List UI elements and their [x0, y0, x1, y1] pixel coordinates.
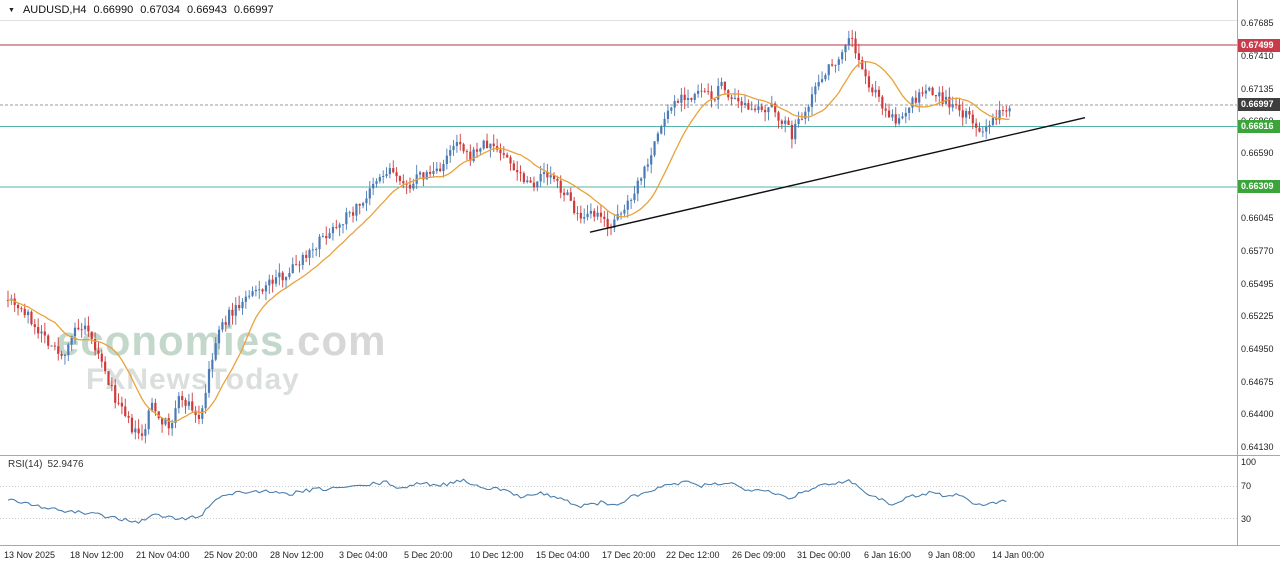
time-tick-label: 3 Dec 04:00	[339, 550, 388, 560]
rsi-tick-label: 100	[1241, 457, 1257, 467]
price-tick-label: 0.67410	[1241, 50, 1274, 61]
rsi-tick-label: 70	[1241, 481, 1252, 492]
time-tick-label: 15 Dec 04:00	[536, 550, 590, 560]
quote-low: 0.66943	[187, 4, 227, 16]
symbol-quote-header: ▼ AUDUSD,H4 0.66990 0.67034 0.66943 0.66…	[8, 4, 274, 16]
horizontal-level-lines	[0, 44, 1237, 188]
candles-series	[6, 29, 1011, 444]
time-tick-label: 9 Jan 08:00	[928, 550, 976, 560]
rsi-value: 52.9476	[47, 459, 84, 470]
quote-open: 0.66990	[93, 4, 134, 16]
time-tick-label: 26 Dec 09:00	[732, 550, 786, 560]
price-tick-label: 0.64675	[1241, 376, 1274, 387]
time-tick-label: 21 Nov 04:00	[136, 550, 190, 560]
chart-dropdown-icon[interactable]: ▼	[8, 6, 15, 14]
moving-average-line	[7, 60, 1010, 423]
time-tick-label: 25 Nov 20:00	[204, 550, 258, 560]
price-tick-label: 0.64400	[1241, 409, 1274, 420]
resistance-price-badge: 0.67499	[1238, 38, 1280, 52]
time-tick-label: 18 Nov 12:00	[70, 550, 124, 560]
price-tick-label: 0.64950	[1241, 343, 1274, 354]
support-price-badge: 0.66309	[1238, 180, 1280, 194]
quote-close: 0.66997	[233, 4, 274, 16]
time-tick-label: 17 Dec 20:00	[602, 550, 656, 560]
rsi-name: RSI(14)	[8, 459, 43, 470]
price-tick-label: 0.65225	[1241, 311, 1274, 322]
quote-high: 0.67034	[140, 4, 181, 16]
rsi-panel	[0, 478, 1237, 524]
rsi-line	[7, 478, 1007, 524]
rsi-tick-label: 30	[1241, 513, 1252, 524]
support-price-badge: 0.66816	[1238, 120, 1280, 134]
time-tick-label: 5 Dec 20:00	[404, 550, 453, 560]
price-tick-label: 0.67135	[1241, 83, 1274, 94]
time-tick-label: 6 Jan 16:00	[864, 550, 912, 560]
ascending-trendline[interactable]	[589, 117, 1086, 233]
time-tick-label: 14 Jan 00:00	[992, 550, 1045, 560]
price-tick-label: 0.65495	[1241, 278, 1274, 289]
time-tick-label: 28 Nov 12:00	[270, 550, 324, 560]
time-axis[interactable]: 13 Nov 2025 18 Nov 12:00 21 Nov 04:00 25 No…	[0, 550, 1237, 564]
price-tick-label: 0.64130	[1241, 441, 1274, 452]
rsi-indicator-label: RSI(14) 52.9476	[8, 459, 84, 470]
price-tick-label: 0.65770	[1241, 246, 1274, 257]
price-tick-label: 0.66045	[1241, 213, 1274, 224]
time-tick-label: 22 Dec 12:00	[666, 550, 720, 560]
watermark-subbrand: FXNewsToday	[86, 363, 300, 396]
current-price-badge: 0.66997	[1238, 98, 1280, 112]
price-tick-label: 0.66590	[1241, 148, 1274, 159]
watermark-brand-suffix: .com	[284, 317, 387, 364]
time-tick-label: 13 Nov 2025	[4, 550, 56, 560]
time-tick-label: 10 Dec 12:00	[470, 550, 524, 560]
price-tick-label: 0.67685	[1241, 17, 1274, 28]
symbol-timeframe-label: AUDUSD,H4	[22, 4, 87, 16]
time-tick-label: 31 Dec 00:00	[797, 550, 851, 560]
